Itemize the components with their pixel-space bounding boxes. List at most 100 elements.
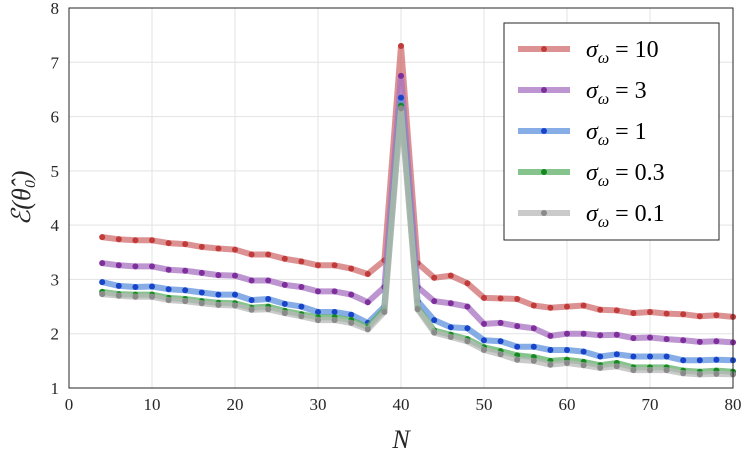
data-point [580,362,587,369]
data-point [265,251,272,258]
data-point [398,72,404,79]
legend-symbol: σ [586,78,599,104]
data-point [364,271,371,277]
data-point [497,351,504,358]
data-point [630,367,637,374]
data-point [547,332,554,339]
data-point [530,343,537,350]
data-point [464,280,471,287]
data-point [182,298,189,305]
data-point [132,293,139,300]
data-point [331,288,338,295]
data-point [597,306,604,313]
data-point [613,307,620,314]
data-point [165,266,172,273]
legend-marker [541,128,547,134]
data-point [464,338,471,345]
data-point [232,302,238,309]
data-point [564,303,570,310]
x-tick-label: 10 [144,395,161,414]
y-tick-labels: 1 2 3 4 5 6 7 8 [51,0,60,398]
x-tick-label: 0 [65,395,74,414]
data-point [597,353,604,360]
data-point [265,306,272,313]
legend-value: = 10 [609,37,659,63]
data-point [713,338,720,345]
legend-value: = 0.1 [609,201,665,227]
data-point [132,284,139,290]
data-point [547,304,554,311]
data-point [630,335,637,342]
legend-subscript: ω [598,91,609,108]
legend-label: σω = 1 [586,119,647,149]
data-point [613,363,620,370]
data-point [398,94,404,101]
data-point [431,274,438,281]
legend-marker [541,46,547,52]
legend-symbol: σ [586,160,599,186]
data-point [265,296,272,302]
data-point [514,323,521,330]
y-tick-label: 4 [51,216,60,235]
data-point [580,302,587,309]
legend-subscript: ω [598,50,609,67]
data-point [696,357,703,364]
data-point [348,291,355,298]
data-point [381,309,388,315]
legend-symbol: σ [586,201,599,227]
legend-item: σω = 1 [518,119,647,149]
data-point [165,286,172,293]
data-point [215,272,222,279]
data-point [281,255,288,262]
data-point [514,296,521,302]
data-point [580,330,587,337]
legend-subscript: ω [598,132,609,149]
x-tick-label: 80 [725,395,742,414]
y-tick-label: 8 [51,0,60,18]
data-point [298,313,305,320]
x-axis-label: N [391,425,411,454]
data-point [149,283,155,290]
data-point [265,277,272,284]
x-tick-label: 20 [227,395,244,414]
legend-marker [541,87,547,93]
data-point [680,337,687,344]
data-point [298,284,305,290]
data-point [149,263,155,270]
legend-label: σω = 0.3 [586,160,665,190]
legend-subscript: ω [598,173,609,190]
series-4 [99,105,736,378]
data-point [597,364,604,371]
legend-subscript: ω [598,214,609,231]
data-point [431,298,438,305]
legend-label: σω = 10 [586,37,659,67]
data-point [298,258,305,265]
data-point [580,348,587,355]
data-point [198,269,205,276]
data-point [713,356,720,363]
data-point [149,293,155,300]
data-point [215,301,222,308]
y-axis-label: ℰ(θ̂₀) [7,171,36,226]
data-point [464,325,471,332]
data-point [481,320,487,327]
data-point [331,262,338,269]
data-point [364,299,371,306]
data-point [198,289,205,296]
y-tick-label: 6 [51,108,60,127]
data-point [447,334,454,340]
data-point [315,309,321,315]
data-point [680,370,687,377]
data-point [398,105,404,112]
x-tick-label: 50 [476,395,493,414]
data-point [398,43,404,49]
data-point [248,251,255,258]
data-point [99,260,106,267]
y-tick-label: 7 [51,53,60,72]
x-tick-label: 40 [393,395,410,414]
y-tick-label: 5 [51,162,60,181]
data-point [647,334,653,341]
legend-item: σω = 3 [518,78,647,108]
